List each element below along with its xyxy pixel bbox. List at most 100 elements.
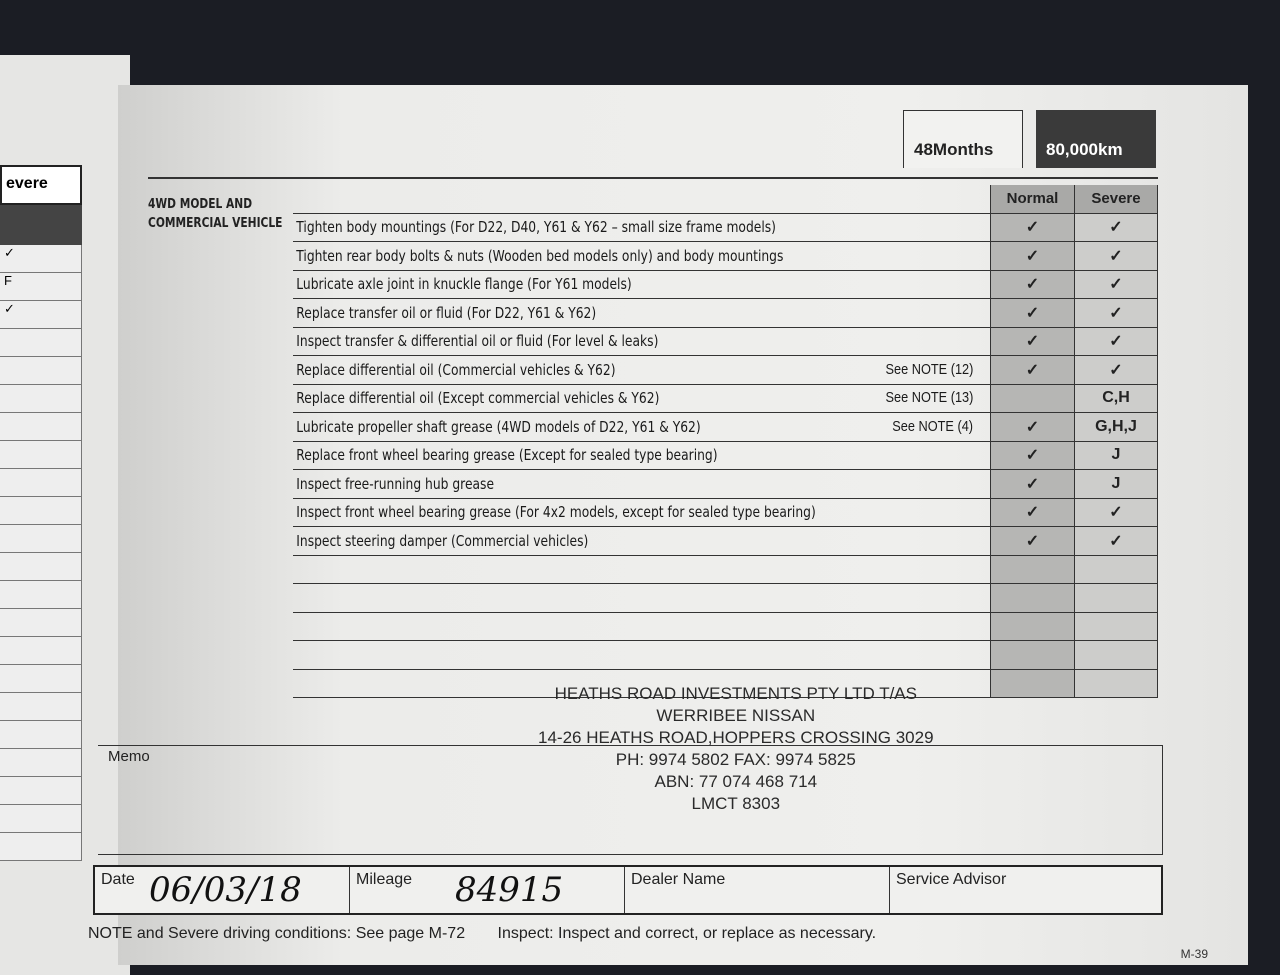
service-items-table: Normal Severe Tighten body mountings (Fo… (293, 185, 1158, 698)
table-row: Inspect front wheel bearing grease (For … (293, 498, 1158, 527)
normal-column-header: Normal (990, 185, 1074, 213)
stamp-line: ABN: 77 074 468 714 (654, 772, 818, 791)
table-row: Replace front wheel bearing grease (Exce… (293, 441, 1158, 470)
table-row: Tighten rear body bolts & nuts (Wooden b… (293, 242, 1158, 271)
item-text: Tighten rear body bolts & nuts (Wooden b… (296, 246, 784, 265)
severe-cell (1074, 641, 1158, 669)
normal-cell (990, 555, 1074, 583)
normal-cell: ✓ (990, 270, 1074, 298)
distance-header: 80,000km (1036, 110, 1156, 168)
table-row (293, 669, 1158, 698)
normal-cell: ✓ (990, 213, 1074, 241)
table-row: Replace differential oil (Except commerc… (293, 384, 1158, 413)
months-header: 48Months (903, 110, 1023, 168)
normal-cell: ✓ (990, 441, 1074, 469)
stamp-line: 14-26 HEATHS ROAD,HOPPERS CROSSING 3029 (538, 728, 934, 747)
item-text: Replace front wheel bearing grease (Exce… (296, 446, 718, 465)
date-field[interactable]: Date 06/03/18 (95, 867, 350, 913)
table-row: Lubricate propeller shaft grease (4WD mo… (293, 413, 1158, 442)
severe-cell: J (1074, 441, 1158, 469)
stamp-line: WERRIBEE NISSAN (656, 706, 816, 725)
severe-cell (1074, 584, 1158, 612)
previous-page-cell: F (0, 273, 82, 301)
normal-cell: ✓ (990, 498, 1074, 526)
previous-page-cell (0, 609, 82, 637)
page-number: M-39 (1180, 947, 1208, 961)
memo-label: Memo (108, 748, 150, 765)
item-text: Replace differential oil (Except commerc… (296, 389, 660, 408)
table-row: Lubricate axle joint in knuckle flange (… (293, 270, 1158, 299)
severe-cell: ✓ (1074, 299, 1158, 327)
normal-cell: ✓ (990, 327, 1074, 355)
item-text: Tighten body mountings (For D22, D40, Y6… (296, 218, 776, 237)
previous-page-cell (0, 497, 82, 525)
severe-cell: C,H (1074, 384, 1158, 412)
severe-cell: J (1074, 470, 1158, 498)
normal-cell: ✓ (990, 527, 1074, 555)
item-text: Replace differential oil (Commercial veh… (296, 360, 616, 379)
mileage-value: 84915 (455, 870, 564, 910)
previous-page-cell (0, 749, 82, 777)
footer-note: NOTE and Severe driving conditions: See … (88, 925, 466, 942)
table-row: Inspect steering damper (Commercial vehi… (293, 527, 1158, 556)
severe-cell (1074, 612, 1158, 640)
previous-page-cell (0, 721, 82, 749)
severe-cell: ✓ (1074, 242, 1158, 270)
stamp-line: HEATHS ROAD INVESTMENTS PTY LTD T/AS (554, 684, 917, 703)
previous-page: evere ✓ F ✓ (0, 55, 130, 975)
normal-cell: ✓ (990, 470, 1074, 498)
stamp-line: PH: 9974 5802 FAX: 9974 5825 (615, 750, 856, 769)
memo-box[interactable]: Memo (98, 745, 1163, 855)
normal-cell: ✓ (990, 356, 1074, 384)
dealer-stamp: HEATHS ROAD INVESTMENTS PTY LTD T/AS WERR… (538, 683, 934, 815)
severe-cell (1074, 555, 1158, 583)
severe-header: evere (0, 165, 82, 205)
previous-page-cell (0, 357, 82, 385)
dealer-name-field[interactable]: Dealer Name (625, 867, 890, 913)
severe-cell (1074, 669, 1158, 697)
normal-cell: ✓ (990, 299, 1074, 327)
footer-notes: NOTE and Severe driving conditions: See … (88, 925, 904, 943)
table-row: Tighten body mountings (For D22, D40, Y6… (293, 213, 1158, 242)
previous-page-cell (0, 637, 82, 665)
header-block (0, 205, 82, 245)
previous-page-cell (0, 413, 82, 441)
mileage-field[interactable]: Mileage 84915 (350, 867, 625, 913)
table-row (293, 641, 1158, 670)
divider (148, 177, 1158, 179)
table-row (293, 584, 1158, 613)
table-row: Replace transfer oil or fluid (For D22, … (293, 299, 1158, 328)
normal-cell (990, 669, 1074, 697)
dealer-label: Dealer Name (631, 871, 726, 888)
previous-page-cell: ✓ (0, 301, 82, 329)
service-advisor-field[interactable]: Service Advisor (890, 867, 1161, 913)
previous-page-cell (0, 525, 82, 553)
severe-cell: ✓ (1074, 327, 1158, 355)
stamp-line: LMCT 8303 (691, 794, 781, 813)
previous-page-cell (0, 581, 82, 609)
previous-page-cell (0, 441, 82, 469)
item-text: Replace transfer oil or fluid (For D22, … (296, 303, 597, 322)
item-text: Lubricate axle joint in knuckle flange (… (296, 275, 632, 294)
previous-page-cell (0, 777, 82, 805)
normal-cell: ✓ (990, 242, 1074, 270)
service-page: 48Months 80,000km 4WD MODEL AND COMMERCI… (88, 85, 1248, 965)
previous-page-cell (0, 693, 82, 721)
normal-cell: ✓ (990, 413, 1074, 441)
previous-page-cell: ✓ (0, 245, 82, 273)
previous-page-rows: ✓ F ✓ (0, 245, 82, 861)
item-text: Inspect transfer & differential oil or f… (296, 332, 659, 351)
previous-page-cell (0, 833, 82, 861)
table-header: Normal Severe (293, 185, 1158, 214)
item-text: Inspect free-running hub grease (296, 474, 495, 493)
severe-cell: ✓ (1074, 498, 1158, 526)
previous-page-cell (0, 385, 82, 413)
mileage-label: Mileage (356, 871, 413, 888)
note-reference: See NOTE (12) (885, 360, 973, 378)
severe-cell: G,H,J (1074, 413, 1158, 441)
previous-page-cell (0, 553, 82, 581)
severe-cell: ✓ (1074, 270, 1158, 298)
table-row: Inspect free-running hub grease ✓ J (293, 470, 1158, 499)
table-row: Replace differential oil (Commercial veh… (293, 356, 1158, 385)
table-row: Inspect transfer & differential oil or f… (293, 327, 1158, 356)
